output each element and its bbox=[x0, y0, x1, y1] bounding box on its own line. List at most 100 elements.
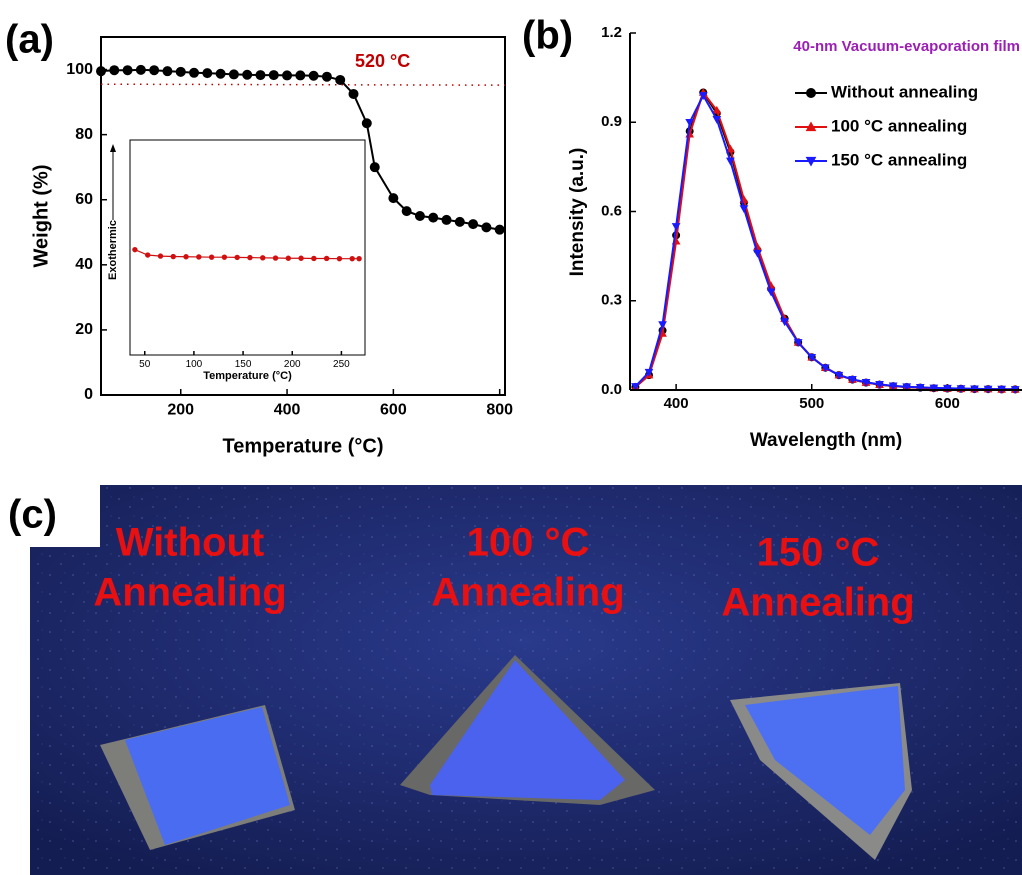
data-point bbox=[350, 256, 354, 260]
data-point bbox=[176, 67, 185, 76]
page: 200 400 600 800 0 20 40 60 80 100 520 °C Temperatur… bbox=[0, 0, 1022, 875]
y-tick-label: 80 bbox=[75, 126, 93, 143]
data-point bbox=[190, 68, 199, 77]
data-point bbox=[248, 255, 252, 259]
data-point bbox=[273, 256, 277, 260]
data-point bbox=[163, 67, 172, 76]
legend-label: 100 °C annealing bbox=[831, 116, 967, 135]
series-line bbox=[635, 95, 1015, 389]
data-point bbox=[455, 217, 464, 226]
data-point bbox=[235, 255, 239, 259]
data-point bbox=[482, 223, 491, 232]
data-point bbox=[150, 66, 159, 75]
photo-label: 150 °C bbox=[757, 531, 880, 575]
panel-label: (b) bbox=[522, 14, 573, 58]
data-point bbox=[659, 322, 666, 328]
photo-label: Without bbox=[116, 521, 264, 565]
data-point bbox=[357, 256, 361, 260]
data-point bbox=[322, 72, 331, 81]
data-point bbox=[349, 89, 358, 98]
legend-label: 150 °C annealing bbox=[831, 150, 967, 169]
data-point bbox=[123, 66, 132, 75]
x-tick-label: 800 bbox=[486, 401, 513, 418]
data-point bbox=[337, 256, 341, 260]
x-tick-label: 150 bbox=[235, 359, 252, 370]
data-point bbox=[362, 119, 371, 128]
data-point bbox=[429, 213, 438, 222]
x-tick-label: 400 bbox=[664, 395, 689, 412]
y-tick-label: 1.2 bbox=[601, 24, 622, 41]
y-tick-label: 0.3 bbox=[601, 292, 622, 309]
data-point bbox=[336, 75, 345, 84]
x-axis-label: Wavelength (nm) bbox=[750, 430, 902, 451]
y-axis-label: Exothermic bbox=[107, 220, 119, 280]
data-point bbox=[469, 220, 478, 229]
data-point bbox=[158, 254, 162, 258]
data-point bbox=[216, 69, 225, 78]
data-point bbox=[209, 255, 213, 259]
data-point bbox=[286, 256, 290, 260]
data-point bbox=[184, 255, 188, 259]
data-point bbox=[203, 69, 212, 78]
photo-label: 100 °C bbox=[467, 521, 590, 565]
panel-label: (a) bbox=[5, 18, 54, 62]
data-point bbox=[243, 70, 252, 79]
data-point bbox=[495, 225, 504, 234]
data-point bbox=[171, 254, 175, 258]
reference-line bbox=[101, 84, 505, 85]
y-tick-label: 0.9 bbox=[601, 113, 622, 130]
data-point bbox=[110, 66, 119, 75]
legend-label: Without annealing bbox=[831, 82, 978, 101]
x-axis-label: Temperature (°C) bbox=[223, 435, 384, 457]
data-point bbox=[415, 212, 424, 221]
data-point bbox=[197, 255, 201, 259]
data-point bbox=[283, 71, 292, 80]
photo-label: Annealing bbox=[431, 571, 624, 615]
x-tick-label: 500 bbox=[799, 395, 824, 412]
y-tick-label: 0.0 bbox=[601, 381, 622, 398]
data-point bbox=[256, 71, 265, 80]
data-point bbox=[402, 207, 411, 216]
data-point bbox=[269, 71, 278, 80]
y-tick-label: 0 bbox=[84, 386, 93, 403]
data-point bbox=[312, 256, 316, 260]
data-point bbox=[133, 247, 137, 251]
data-point bbox=[222, 255, 226, 259]
y-tick-label: 100 bbox=[66, 61, 93, 78]
annotation: 520 °C bbox=[355, 51, 410, 71]
photo-label: Annealing bbox=[721, 581, 914, 625]
data-point bbox=[261, 256, 265, 260]
x-tick-label: 50 bbox=[139, 359, 151, 370]
data-point bbox=[296, 71, 305, 80]
x-tick-label: 200 bbox=[167, 401, 194, 418]
x-tick-label: 250 bbox=[333, 359, 350, 370]
data-point bbox=[442, 215, 451, 224]
legend-marker bbox=[807, 89, 816, 98]
panel-label: (c) bbox=[8, 493, 57, 537]
x-tick-label: 600 bbox=[380, 401, 407, 418]
y-tick-label: 0.6 bbox=[601, 202, 622, 219]
data-point bbox=[136, 65, 145, 74]
data-point bbox=[229, 70, 238, 79]
y-tick-label: 60 bbox=[75, 191, 93, 208]
data-point bbox=[97, 67, 106, 76]
y-axis-label: Intensity (a.u.) bbox=[567, 148, 588, 277]
x-tick-label: 600 bbox=[935, 395, 960, 412]
data-point bbox=[299, 256, 303, 260]
chart-title: 40-nm Vacuum-evaporation film bbox=[793, 38, 1020, 55]
figure: 200 400 600 800 0 20 40 60 80 100 520 °C Temperatur… bbox=[0, 0, 1022, 875]
data-point bbox=[370, 163, 379, 172]
x-tick-label: 200 bbox=[284, 359, 301, 370]
y-axis-label: Weight (%) bbox=[30, 165, 52, 268]
data-point bbox=[309, 71, 318, 80]
data-point bbox=[389, 194, 398, 203]
x-tick-label: 400 bbox=[274, 401, 301, 418]
photo-label: Annealing bbox=[93, 571, 286, 615]
data-point bbox=[145, 253, 149, 257]
plot-frame bbox=[130, 140, 365, 355]
x-tick-label: 100 bbox=[186, 359, 203, 370]
axis-arrowhead bbox=[110, 144, 116, 152]
data-point bbox=[324, 256, 328, 260]
y-tick-label: 40 bbox=[75, 256, 93, 273]
y-tick-label: 20 bbox=[75, 321, 93, 338]
